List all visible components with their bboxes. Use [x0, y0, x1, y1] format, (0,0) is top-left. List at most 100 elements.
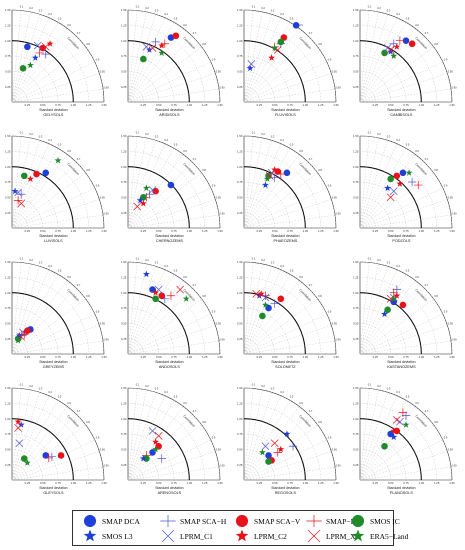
- y-tick-label: 1.50: [237, 134, 243, 138]
- corr-tick-label: 0.2: [377, 6, 381, 10]
- corr-tick-label: 0.5: [174, 269, 178, 273]
- outer-arc: [359, 9, 453, 103]
- corr-ray: [243, 400, 291, 481]
- corr-tick-label: 0.99: [220, 338, 226, 342]
- taylor-panel-solonetz: 0.25 0.25 0.50 0.50 0.75 0.75 1.00 1.00 1.25 1.25…: [237, 256, 341, 369]
- y-tick-label: 0.75: [353, 306, 359, 310]
- std-arc: [359, 449, 391, 481]
- corr-tick-label: 0.3: [39, 134, 43, 138]
- x-axis-label: Standard deviation: [155, 486, 183, 490]
- legend-marker-lprm-x: [307, 530, 321, 542]
- corr-ray: [11, 340, 104, 355]
- x-tick-label: 1.25: [434, 355, 440, 359]
- y-tick-label: 0.25: [121, 211, 127, 215]
- corr-ray: [359, 10, 370, 103]
- corr-ray: [243, 439, 327, 481]
- point-smap-sca-v: [399, 301, 407, 309]
- point-lprm-x: [148, 44, 157, 52]
- x-tick-label: 1.50: [449, 481, 455, 485]
- point-smos-ic: [384, 306, 391, 314]
- point-smos-ic: [259, 312, 266, 320]
- outer-arc: [243, 135, 337, 229]
- std-arc: [359, 277, 437, 355]
- corr-tick-label: 0.9: [212, 310, 216, 314]
- std-arc: [243, 261, 337, 355]
- corr-ray: [11, 36, 77, 103]
- point-lprm-x: [392, 416, 401, 424]
- taylor-panel-cambisols: 0.25 0.25 0.50 0.50 0.75 0.75 1.00 1.00 1.25 1.25…: [353, 4, 457, 117]
- y-tick-label: 0.75: [353, 54, 359, 58]
- corr-tick-label: 0.6: [299, 23, 303, 27]
- y-tick-label: 1.25: [121, 150, 127, 154]
- corr-tick-label: 0.5: [58, 395, 62, 399]
- point-smap-sca-v: [33, 170, 40, 178]
- point-smap-dca: [402, 37, 410, 44]
- std-arc: [11, 292, 74, 355]
- circle-icon: [235, 515, 249, 527]
- corr-ray: [359, 140, 388, 229]
- std-arc: [243, 25, 321, 103]
- point-smos-l3: [142, 270, 150, 278]
- y-tick-label: 0.50: [237, 196, 243, 200]
- x-tick-label: 1.00: [187, 229, 193, 233]
- corr-tick-label: 0.8: [434, 42, 438, 46]
- y-tick-label: 0.25: [237, 211, 243, 215]
- std-arc: [11, 449, 43, 481]
- corr-tick-label: 0.4: [396, 264, 400, 268]
- y-tick-label: 0.50: [5, 322, 11, 326]
- x-tick-label: 1.00: [419, 229, 425, 233]
- corr-ray: [127, 136, 138, 229]
- std-arc: [11, 55, 59, 103]
- corr-ray: [359, 392, 388, 481]
- plus-icon: [160, 515, 176, 527]
- x-tick-label: 0.25: [373, 103, 379, 107]
- corr-ray: [127, 263, 147, 355]
- outer-arc: [243, 9, 337, 103]
- star-icon: [235, 530, 249, 542]
- y-tick-label: 0.25: [121, 85, 127, 89]
- corr-ray: [243, 388, 254, 481]
- point-smap-dca: [42, 169, 50, 177]
- x-tick-label: 1.00: [303, 103, 309, 107]
- y-tick-label: 1.00: [237, 39, 243, 43]
- corr-tick-label: 0.2: [29, 132, 33, 136]
- corr-ray: [127, 395, 165, 481]
- corr-tick-label: 0.7: [425, 31, 429, 35]
- y-tick-label: 0.75: [5, 432, 11, 436]
- corr-tick-label: 0.3: [155, 260, 159, 264]
- corr-ray: [11, 400, 59, 481]
- corr-tick-label: 0.7: [77, 409, 81, 413]
- taylor-panel-fluvisols: 0.25 0.25 0.50 0.50 0.75 0.75 1.00 1.00 1.25 1.25…: [237, 4, 341, 117]
- point-era5-land: [152, 445, 160, 453]
- x-tick-label: 0.25: [257, 481, 263, 485]
- corr-ray: [127, 288, 193, 355]
- corr-ray: [11, 263, 31, 355]
- corr-ray: [359, 280, 416, 355]
- std-arc: [359, 135, 453, 229]
- panel-title: PHAEOZEMS: [273, 239, 297, 243]
- std-arc: [11, 151, 89, 229]
- panel-title: FLUVISOLS: [275, 113, 296, 117]
- corr-tick-label: 0.9: [212, 58, 216, 62]
- x-tick-label: 1.00: [71, 355, 77, 359]
- x-axis-label: Standard deviation: [387, 108, 415, 112]
- point-smap-dca: [265, 452, 272, 459]
- corr-tick-label: 0.7: [77, 31, 81, 35]
- panel-title: CHERNOZEMS: [156, 239, 183, 243]
- std-arc: [243, 418, 306, 481]
- y-tick-label: 1.00: [5, 39, 11, 43]
- corr-ray: [11, 280, 68, 355]
- x-tick-label: 0.25: [25, 481, 31, 485]
- corr-tick-label: 0.1: [20, 256, 24, 260]
- point-smos-ic: [381, 442, 388, 450]
- y-tick-label: 0.75: [121, 180, 127, 184]
- y-tick-label: 0.75: [237, 306, 243, 310]
- corr-ray: [243, 298, 318, 355]
- legend-box: SMAP DCA SMAP SCA−H SMAP SCA−V SMAP−IB SMOS …: [72, 510, 408, 546]
- corr-tick-label: 0.2: [261, 384, 265, 388]
- outer-arc: [243, 387, 337, 481]
- std-arc: [127, 55, 175, 103]
- corr-tick-label: 0.1: [136, 4, 140, 8]
- panel-title: REGOSOLS: [275, 491, 297, 495]
- taylor-panel-gleysols: 0.25 0.25 0.50 0.50 0.75 0.75 1.00 1.00 1.25 1.25…: [5, 382, 109, 495]
